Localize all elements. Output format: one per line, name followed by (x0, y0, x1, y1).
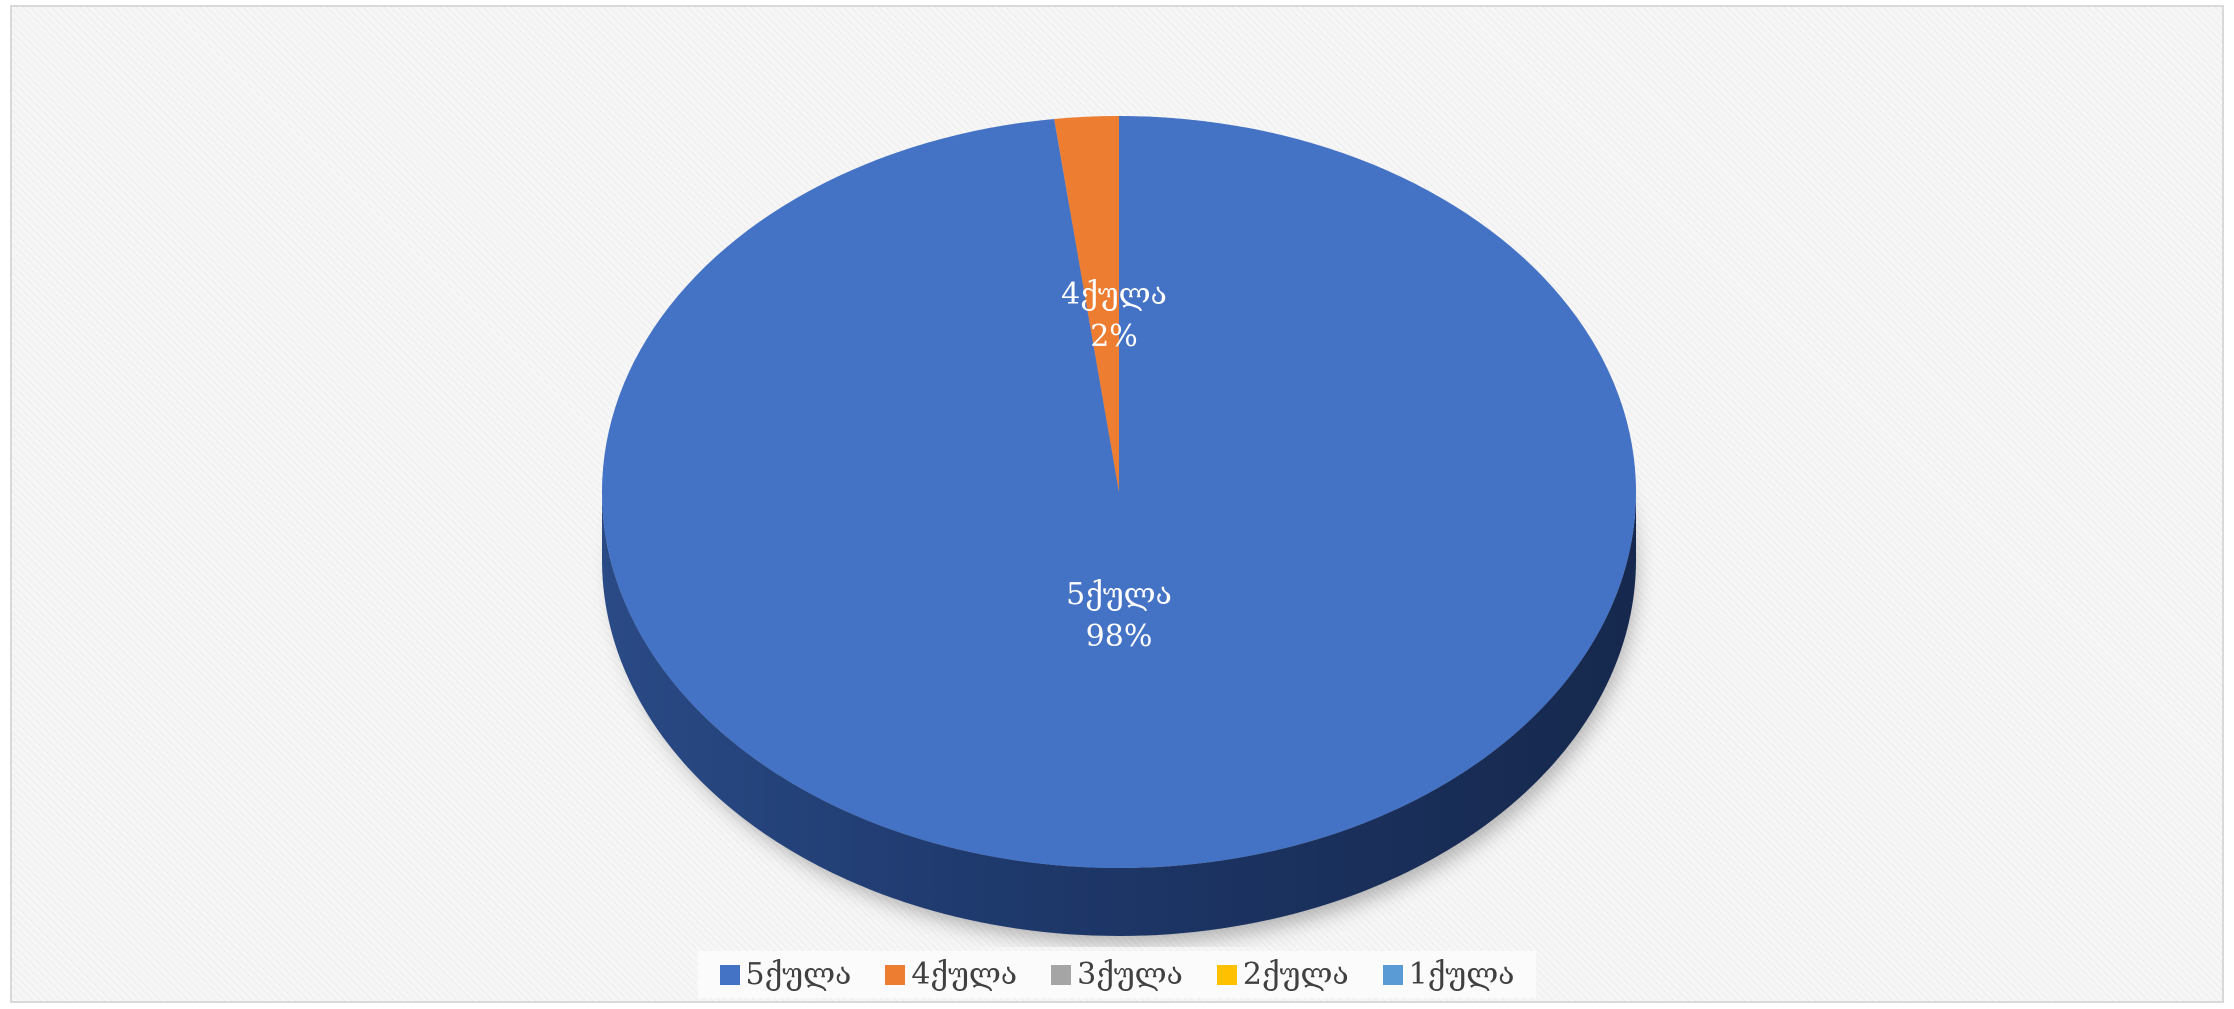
legend-item: 2ქულა (1216, 957, 1349, 992)
legend-label: 2ქულა (1242, 957, 1349, 992)
chart-frame: 5ქულა 98% 4ქულა 2% 5ქულა 4ქულა 3ქულა 2ქულა 1ქულ… (10, 5, 2224, 1003)
legend-item: 3ქულა (1051, 957, 1183, 992)
legend-label: 3ქულა (1077, 957, 1183, 992)
legend-swatch (1382, 964, 1403, 985)
data-label-category: 4ქულა (1061, 277, 1167, 312)
legend-item: 1ქულა (1382, 957, 1515, 992)
pie-side-wall (602, 492, 1636, 936)
pie-tops (602, 116, 1637, 868)
legend-swatch (1051, 964, 1072, 985)
pie-sides (602, 492, 1636, 936)
legend-item: 5ქულა (719, 957, 852, 992)
legend-label: 1ქულა (1408, 957, 1515, 992)
legend-label: 5ქულა (745, 957, 852, 992)
data-label-category: 5ქულა (1066, 577, 1172, 612)
legend-item: 4ქულა (885, 957, 1017, 992)
legend: 5ქულა 4ქულა 3ქულა 2ქულა 1ქულა (12, 951, 2222, 998)
data-label-value: 98% (1086, 619, 1153, 654)
pie-slice (1054, 116, 1119, 492)
legend-swatch (1216, 964, 1237, 985)
pie-chart: 5ქულა 98% 4ქულა 2% (602, 116, 1637, 944)
pie-labels: 5ქულა 98% 4ქულა 2% (1061, 277, 1172, 654)
data-label-value: 2% (1090, 319, 1138, 354)
legend-label: 4ქულა (911, 957, 1018, 992)
legend-box: 5ქულა 4ქულა 3ქულა 2ქულა 1ქულა (697, 951, 1537, 998)
legend-swatch (885, 964, 906, 985)
legend-swatch (719, 964, 740, 985)
